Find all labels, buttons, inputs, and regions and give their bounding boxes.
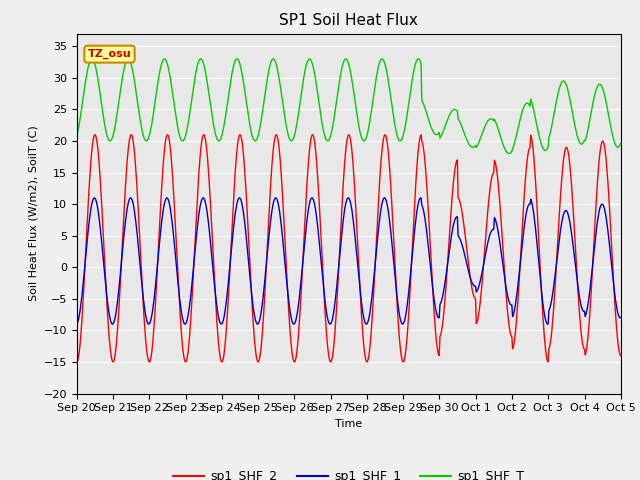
sp1_SHF_2: [617, 353, 625, 359]
sp1_SHF_2: [83, 230, 90, 236]
Line: sp1_SHF_1: sp1_SHF_1: [77, 198, 621, 324]
sp1_SHF_1: [139, 289, 147, 295]
sp1_SHF_1: [417, 195, 424, 201]
sp1_SHF_T: [195, 59, 202, 64]
X-axis label: Time: Time: [335, 419, 362, 429]
sp1_SHF_T: [140, 133, 147, 139]
sp1_SHF_1: [224, 282, 232, 288]
Line: sp1_SHF_T: sp1_SHF_T: [77, 59, 621, 154]
sp1_SHF_2: [416, 137, 424, 143]
sp1_SHF_2: [431, 328, 439, 334]
sp1_SHF_1: [194, 220, 202, 226]
sp1_SHF_2: [91, 132, 99, 138]
sp1_SHF_T: [416, 57, 424, 63]
Legend: sp1_SHF_2, sp1_SHF_1, sp1_SHF_T: sp1_SHF_2, sp1_SHF_1, sp1_SHF_T: [168, 465, 529, 480]
sp1_SHF_T: [88, 56, 96, 62]
Line: sp1_SHF_2: sp1_SHF_2: [77, 135, 621, 362]
sp1_SHF_1: [218, 321, 225, 327]
sp1_SHF_T: [617, 140, 625, 146]
sp1_SHF_1: [433, 309, 440, 314]
sp1_SHF_2: [195, 174, 202, 180]
sp1_SHF_T: [83, 72, 90, 78]
sp1_SHF_1: [617, 315, 625, 321]
sp1_SHF_1: [83, 243, 90, 249]
Y-axis label: Soil Heat Flux (W/m2), SoilT (C): Soil Heat Flux (W/m2), SoilT (C): [28, 126, 38, 301]
sp1_SHF_1: [199, 195, 207, 201]
sp1_SHF_2: [140, 304, 147, 310]
sp1_SHF_1: [73, 321, 81, 327]
sp1_SHF_T: [73, 132, 81, 138]
sp1_SHF_2: [73, 359, 81, 365]
Title: SP1 Soil Heat Flux: SP1 Soil Heat Flux: [280, 13, 418, 28]
sp1_SHF_T: [223, 101, 231, 107]
sp1_SHF_T: [431, 132, 439, 137]
Text: TZ_osu: TZ_osu: [88, 49, 131, 59]
sp1_SHF_T: [505, 151, 513, 156]
sp1_SHF_2: [223, 312, 231, 317]
